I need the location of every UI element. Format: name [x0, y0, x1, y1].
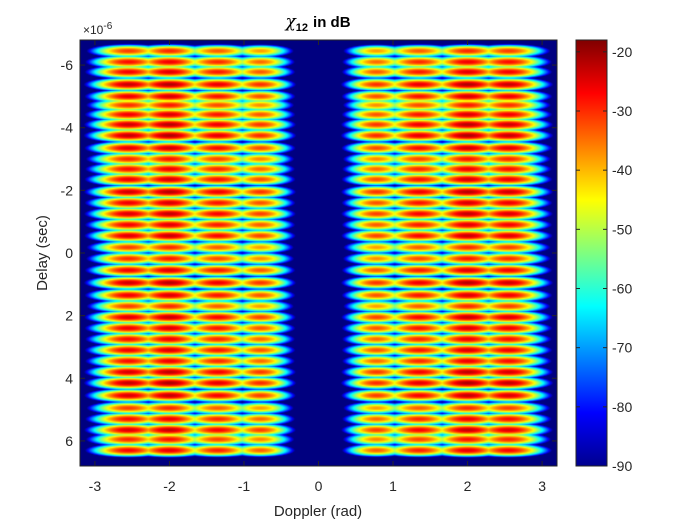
title-subscript: 12: [296, 22, 308, 34]
colorbar-tick-label: -60: [612, 281, 632, 297]
x-tick-label: 1: [389, 478, 397, 494]
colorbar-tick-label: -30: [612, 103, 632, 119]
title-symbol: χ: [284, 12, 297, 32]
heatmap-area: [80, 40, 557, 466]
x-axis-ticks: -3 -2 -1 0 1 2 3: [89, 40, 546, 494]
colorbar-tick-label: -90: [612, 458, 632, 474]
y-tick-label: 4: [65, 370, 73, 386]
y-tick-label: -4: [61, 120, 74, 136]
x-tick-label: -3: [89, 478, 102, 494]
y-tick-label: 0: [65, 245, 73, 261]
colorbar-tick-label: -70: [612, 340, 632, 356]
colorbar-tick-label: -40: [612, 162, 632, 178]
y-multiplier-exp: -6: [103, 21, 112, 32]
colorbar: [575, 39, 608, 467]
y-axis-ticks: -6 -4 -2 0 2 4 6: [61, 57, 557, 449]
y-multiplier-base: ×10: [83, 23, 104, 37]
x-tick-label: 2: [464, 478, 472, 494]
y-tick-label: -6: [61, 57, 74, 73]
colorbar-ticks: -20 -30 -40 -50 -60 -70 -80 -90: [576, 44, 632, 474]
chart-title: χ12 in dB: [284, 12, 350, 34]
x-tick-label: -2: [163, 478, 176, 494]
y-tick-label: 6: [65, 433, 73, 449]
x-tick-label: 0: [315, 478, 323, 494]
y-tick-label: 2: [65, 308, 73, 324]
colorbar-tick-label: -20: [612, 44, 632, 60]
heatmap-canvas: [80, 40, 557, 466]
x-tick-label: -1: [238, 478, 251, 494]
y-multiplier: ×10-6: [83, 21, 113, 37]
colorbar-tick-label: -80: [612, 399, 632, 415]
x-axis-label: Doppler (rad): [274, 503, 362, 520]
title-rest: in dB: [313, 14, 351, 31]
x-tick-label: 3: [538, 478, 546, 494]
colorbar-tick-label: -50: [612, 221, 632, 237]
y-axis-label: Delay (sec): [34, 215, 51, 291]
y-tick-label: -2: [61, 182, 74, 198]
